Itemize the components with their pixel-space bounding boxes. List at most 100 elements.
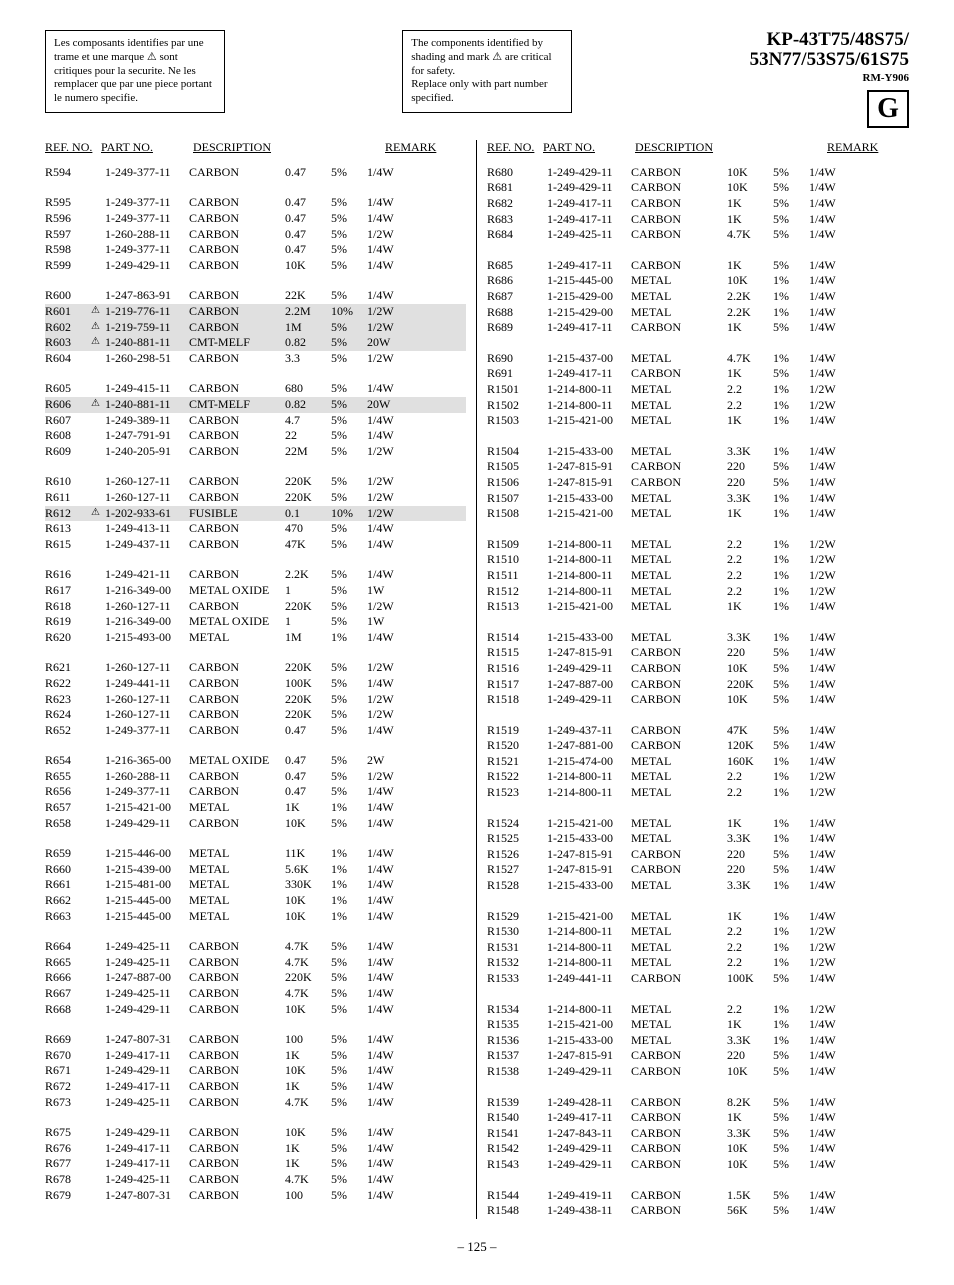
- cell-ref: R658: [45, 816, 91, 832]
- warning-icon: [91, 630, 105, 646]
- cell-remark: 1/4W: [809, 444, 859, 460]
- cell-tolerance: 5%: [331, 583, 367, 599]
- cell-value: 220K: [285, 970, 331, 986]
- cell-ref: R1505: [487, 459, 533, 475]
- cell-tolerance: 5%: [331, 288, 367, 304]
- cell-ref: R668: [45, 1002, 91, 1018]
- hdr-val: [745, 140, 791, 155]
- cell-ref: R686: [487, 273, 533, 289]
- cell-value: 100: [285, 1188, 331, 1204]
- warning-icon: [533, 1157, 547, 1173]
- parts-row: R15151-247-815-91CARBON2205%1/4W: [487, 645, 909, 661]
- cell-remark: 1/2W: [809, 924, 859, 940]
- warning-icon: [91, 784, 105, 800]
- parts-row: R6191-216-349-00METAL OXIDE15%1W: [45, 614, 466, 630]
- cell-ref: R1519: [487, 723, 533, 739]
- warning-icon: [533, 413, 547, 429]
- cell-desc: CARBON: [189, 1032, 285, 1048]
- warning-icon: [91, 195, 105, 211]
- cell-desc: METAL: [631, 413, 727, 429]
- cell-ref: R608: [45, 428, 91, 444]
- parts-row: R6091-240-205-91CARBON22M5%1/2W: [45, 444, 466, 460]
- warning-icon: [533, 816, 547, 832]
- cell-remark: 1/4W: [809, 459, 859, 475]
- cell-value: 8.2K: [727, 1095, 773, 1111]
- parts-row: R6811-249-429-11CARBON10K5%1/4W: [487, 180, 909, 196]
- cell-desc: CARBON: [189, 413, 285, 429]
- cell-ref: R690: [487, 351, 533, 367]
- warning-icon: [91, 1032, 105, 1048]
- cell-part: 1-249-421-11: [105, 567, 189, 583]
- warning-icon: [91, 428, 105, 444]
- cell-part: 1-249-417-11: [547, 196, 631, 212]
- parts-row: R15481-249-438-11CARBON56K5%1/4W: [487, 1203, 909, 1219]
- cell-ref: R666: [45, 970, 91, 986]
- cell-tolerance: 5%: [773, 165, 809, 181]
- cell-desc: CARBON: [631, 165, 727, 181]
- warning-icon: [533, 212, 547, 228]
- cell-desc: CARBON: [189, 660, 285, 676]
- parts-row: R6861-215-445-00METAL10K1%1/4W: [487, 273, 909, 289]
- cell-ref: R679: [45, 1188, 91, 1204]
- parts-row: R6201-215-493-00METAL1M1%1/4W: [45, 630, 466, 646]
- cell-tolerance: 5%: [331, 537, 367, 553]
- cell-part: 1-249-425-11: [105, 1172, 189, 1188]
- warning-icon: [91, 1063, 105, 1079]
- parts-row: R612⚠1-202-933-61FUSIBLE0.110%1/2W: [45, 506, 466, 522]
- cell-value: 47K: [285, 537, 331, 553]
- cell-remark: 1/2W: [367, 660, 417, 676]
- cell-remark: 1/2W: [809, 955, 859, 971]
- parts-row: R6171-216-349-00METAL OXIDE15%1W: [45, 583, 466, 599]
- cell-tolerance: 5%: [773, 677, 809, 693]
- cell-ref: R1508: [487, 506, 533, 522]
- cell-part: 1-249-417-11: [105, 1156, 189, 1172]
- parts-row: R15041-215-433-00METAL3.3K1%1/4W: [487, 444, 909, 460]
- cell-tolerance: 1%: [773, 382, 809, 398]
- cell-remark: 1/4W: [809, 692, 859, 708]
- parts-row: R6101-260-127-11CARBON220K5%1/2W: [45, 474, 466, 490]
- warning-icon: [533, 769, 547, 785]
- cell-desc: CARBON: [189, 258, 285, 274]
- cell-value: 0.47: [285, 242, 331, 258]
- cell-part: 1-215-421-00: [547, 599, 631, 615]
- cell-desc: CARBON: [189, 692, 285, 708]
- warning-icon: [533, 491, 547, 507]
- cell-ref: R1520: [487, 738, 533, 754]
- cell-value: 2.2K: [285, 567, 331, 583]
- parts-row: R6081-247-791-91CARBON225%1/4W: [45, 428, 466, 444]
- cell-remark: 1/4W: [367, 537, 417, 553]
- cell-tolerance: 5%: [331, 1032, 367, 1048]
- cell-part: 1-249-413-11: [105, 521, 189, 537]
- cell-ref: R682: [487, 196, 533, 212]
- cell-desc: METAL: [631, 924, 727, 940]
- group-spacer: [45, 552, 466, 567]
- cell-tolerance: 1%: [773, 769, 809, 785]
- parts-row: R6671-249-425-11CARBON4.7K5%1/4W: [45, 986, 466, 1002]
- warning-icon: [91, 893, 105, 909]
- cell-value: 0.47: [285, 723, 331, 739]
- cell-value: 1.5K: [727, 1188, 773, 1204]
- cell-desc: CARBON: [631, 475, 727, 491]
- warning-icon: [91, 614, 105, 630]
- warning-icon: [533, 955, 547, 971]
- warning-icon: [91, 413, 105, 429]
- cell-ref: R1531: [487, 940, 533, 956]
- parts-row: R6651-249-425-11CARBON4.7K5%1/4W: [45, 955, 466, 971]
- cell-desc: METAL: [631, 289, 727, 305]
- cell-desc: CARBON: [631, 738, 727, 754]
- cell-value: 10K: [727, 1141, 773, 1157]
- cell-value: 2.2: [727, 568, 773, 584]
- cell-desc: CARBON: [631, 196, 727, 212]
- cell-part: 1-249-429-11: [547, 1064, 631, 1080]
- cell-tolerance: 1%: [773, 537, 809, 553]
- cell-value: 0.47: [285, 753, 331, 769]
- cell-value: 220: [727, 847, 773, 863]
- cell-part: 1-260-288-11: [105, 769, 189, 785]
- warning-icon: [533, 940, 547, 956]
- cell-remark: 1/4W: [809, 1203, 859, 1219]
- parts-row: R6621-215-445-00METAL10K1%1/4W: [45, 893, 466, 909]
- cell-ref: R673: [45, 1095, 91, 1111]
- parts-row: R6231-260-127-11CARBON220K5%1/2W: [45, 692, 466, 708]
- cell-ref: R1502: [487, 398, 533, 414]
- group-spacer: [487, 615, 909, 630]
